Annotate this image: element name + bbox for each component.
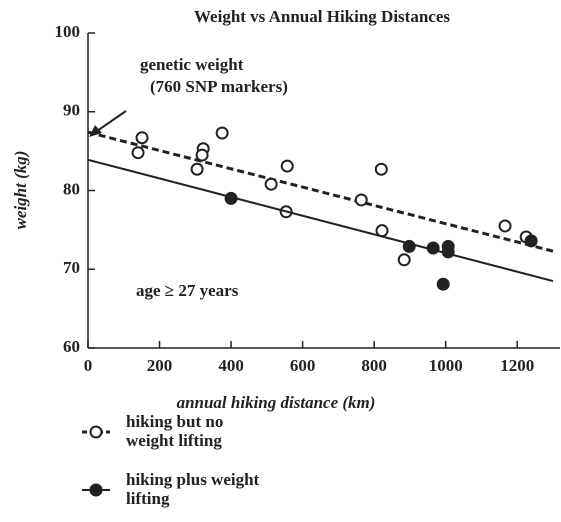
point xyxy=(397,253,411,267)
point xyxy=(215,126,229,140)
annotation: genetic weight xyxy=(140,55,244,74)
point xyxy=(135,131,149,145)
point xyxy=(498,219,512,233)
x-tick-label: 1200 xyxy=(500,356,534,375)
point xyxy=(402,239,416,253)
annotation: (760 SNP markers) xyxy=(150,77,288,96)
point xyxy=(190,162,204,176)
point xyxy=(264,177,278,191)
x-tick-label: 1000 xyxy=(429,356,463,375)
point xyxy=(280,159,294,173)
legend-entry: hiking but no weight lifting xyxy=(126,412,224,450)
point xyxy=(374,162,388,176)
legend-label: hiking plus weight lifting xyxy=(126,470,260,508)
x-tick-label: 400 xyxy=(218,356,244,375)
point xyxy=(524,234,538,248)
x-axis-label: annual hiking distance (km) xyxy=(177,393,376,412)
x-tick-label: 600 xyxy=(290,356,316,375)
y-tick-label: 80 xyxy=(63,179,80,198)
y-tick-label: 100 xyxy=(55,22,81,41)
arrow xyxy=(96,110,127,132)
x-tick-label: 800 xyxy=(361,356,387,375)
annotation: age ≥ 27 years xyxy=(136,281,239,300)
legend-marker xyxy=(89,425,103,439)
point xyxy=(436,277,450,291)
y-tick-label: 60 xyxy=(63,337,80,356)
x-tick-label: 200 xyxy=(147,356,173,375)
point xyxy=(131,146,145,160)
x-tick-label: 0 xyxy=(84,356,93,375)
y-tick-label: 70 xyxy=(63,258,80,277)
chart-title: Weight vs Annual Hiking Distances xyxy=(194,7,450,26)
legend-entry: hiking plus weight lifting xyxy=(126,470,260,508)
trend-line xyxy=(87,158,554,283)
point xyxy=(426,241,440,255)
legend-marker xyxy=(89,483,103,497)
point xyxy=(224,191,238,205)
y-axis-label: weight (kg) xyxy=(11,151,30,230)
trend-line xyxy=(87,130,554,253)
point xyxy=(195,148,209,162)
legend-label: hiking but no weight lifting xyxy=(126,412,224,450)
y-tick-label: 90 xyxy=(63,101,80,120)
point xyxy=(441,245,455,259)
point xyxy=(354,193,368,207)
